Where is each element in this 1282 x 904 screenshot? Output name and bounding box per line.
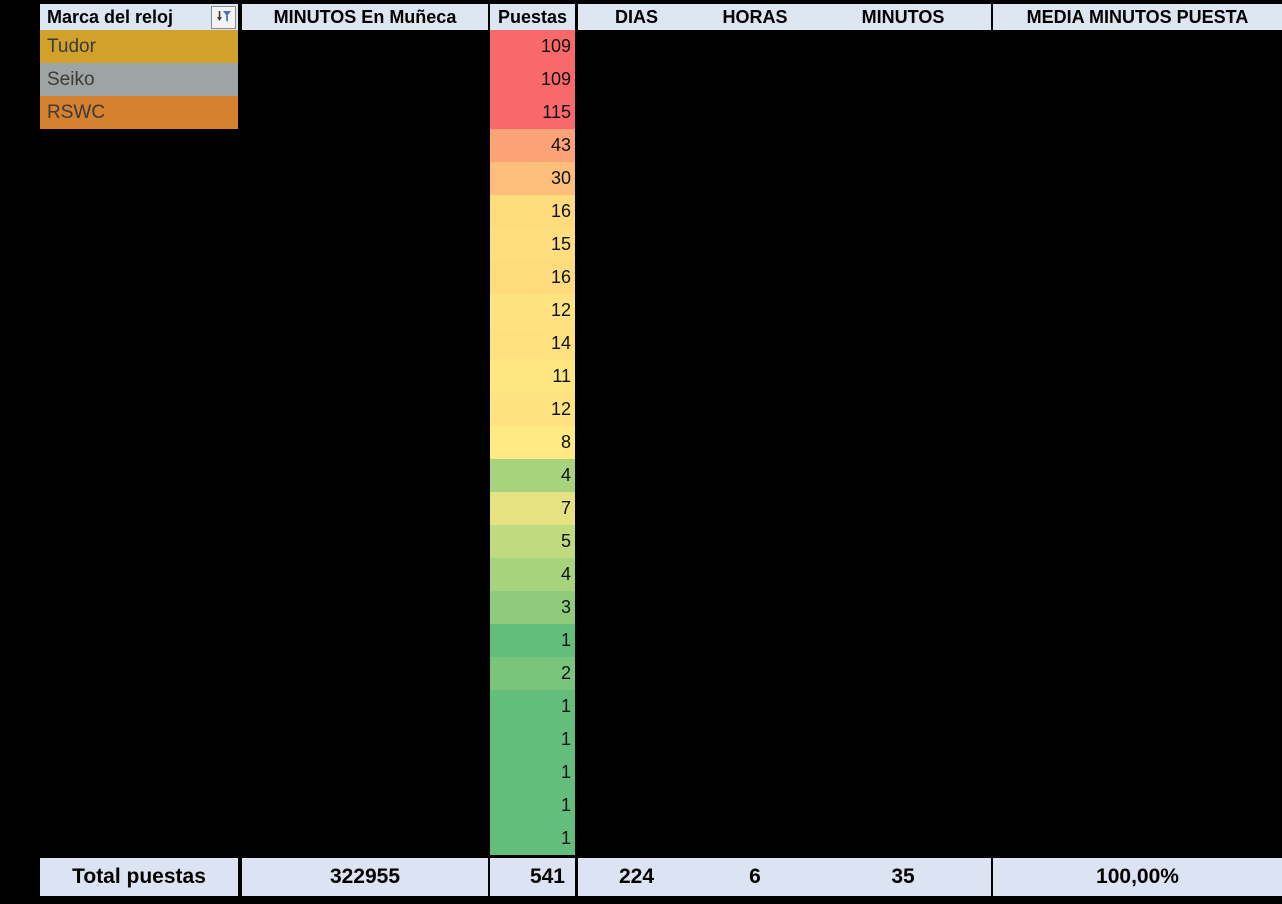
brand-cell[interactable]	[40, 657, 238, 690]
table-row: 432717861	[0, 129, 1282, 162]
header-brand-label: Marca del reloj	[47, 7, 174, 27]
total-minutos[interactable]: 35	[891, 865, 915, 888]
table-row: 3012505	[0, 162, 1282, 195]
table-row: 1110711	[0, 360, 1282, 393]
puestas-cell[interactable]: 12	[490, 393, 575, 426]
brand-cell[interactable]: RSWC	[40, 96, 238, 129]
total-dias[interactable]: 224	[618, 865, 655, 888]
puestas-cell[interactable]: 4	[490, 558, 575, 591]
brand-cell[interactable]	[40, 525, 238, 558]
total-label: Total puestas	[40, 858, 238, 896]
table-row: 713	[0, 492, 1282, 525]
puestas-cell[interactable]: 1	[490, 723, 575, 756]
brand-cell[interactable]	[40, 228, 238, 261]
header-row: Marca del reloj MINUTOS En Muñeca Puesta…	[0, 4, 1282, 30]
puestas-cell[interactable]: 1	[490, 756, 575, 789]
puestas-cell[interactable]: 8	[490, 426, 575, 459]
puestas-cell[interactable]: 1	[490, 789, 575, 822]
header-cell-muneca[interactable]: MINUTOS En Muñeca	[242, 4, 488, 30]
brand-cell[interactable]: Tudor	[40, 30, 238, 63]
total-muneca[interactable]: 322955	[242, 858, 488, 896]
brand-cell[interactable]	[40, 294, 238, 327]
total-dhm: 224 6 35	[578, 858, 991, 896]
table-row: 1235483	[0, 393, 1282, 426]
total-row: Total puestas 322955 541 224 6 35 100,00…	[0, 858, 1282, 896]
puestas-cell[interactable]: 12	[490, 294, 575, 327]
brand-cell[interactable]	[40, 195, 238, 228]
brand-cell[interactable]	[40, 789, 238, 822]
puestas-cell[interactable]: 109	[490, 63, 575, 96]
sort-filter-glyph	[217, 11, 231, 22]
puestas-cell[interactable]: 3	[490, 591, 575, 624]
table-row: 11350830	[0, 624, 1282, 657]
puestas-cell[interactable]: 43	[490, 129, 575, 162]
puestas-cell[interactable]: 5	[490, 525, 575, 558]
puestas-cell[interactable]: 11	[490, 360, 575, 393]
puestas-cell[interactable]: 7	[490, 492, 575, 525]
header-cell-media[interactable]: MEDIA MINUTOS PUESTA	[993, 4, 1282, 30]
total-horas[interactable]: 6	[749, 865, 761, 888]
brand-cell[interactable]	[40, 756, 238, 789]
puestas-cell[interactable]: 16	[490, 261, 575, 294]
puestas-cell[interactable]: 4	[490, 459, 575, 492]
puestas-cell[interactable]: 1	[490, 690, 575, 723]
brand-cell[interactable]	[40, 426, 238, 459]
table-row: 155	[0, 756, 1282, 789]
brand-cell[interactable]	[40, 822, 238, 855]
header-horas-label[interactable]: HORAS	[722, 7, 788, 27]
table-row: RSWC11533416	[0, 96, 1282, 129]
table-row: 211	[0, 657, 1282, 690]
brand-cell[interactable]	[40, 459, 238, 492]
puestas-cell[interactable]: 16	[490, 195, 575, 228]
table-row: 135	[0, 789, 1282, 822]
brand-cell[interactable]	[40, 591, 238, 624]
puestas-cell[interactable]: 15	[490, 228, 575, 261]
puestas-cell[interactable]: 109	[490, 30, 575, 63]
brand-cell[interactable]	[40, 327, 238, 360]
rows: Tudor109807405640741Seiko10942555RSWC115…	[0, 30, 1282, 855]
table-row: Seiko10942555	[0, 63, 1282, 96]
table-row: 555	[0, 525, 1282, 558]
table-row: 818495	[0, 426, 1282, 459]
brand-cell[interactable]	[40, 624, 238, 657]
brand-cell[interactable]	[40, 360, 238, 393]
brand-cell[interactable]	[40, 492, 238, 525]
table-row: 41840640	[0, 459, 1282, 492]
header-dias-label[interactable]: DIAS	[614, 7, 658, 27]
table-row: 320414	[0, 591, 1282, 624]
table-row: 135	[0, 690, 1282, 723]
puestas-cell[interactable]: 2	[490, 657, 575, 690]
table-row: 1640651	[0, 261, 1282, 294]
brand-cell[interactable]	[40, 690, 238, 723]
table-row: 141140564	[0, 327, 1282, 360]
header-minutos-label[interactable]: MINUTOS	[861, 7, 945, 27]
table-row: 1	[0, 822, 1282, 855]
table-row: 423	[0, 558, 1282, 591]
table-row: Tudor109807405640741	[0, 30, 1282, 63]
table-row: 152235762	[0, 228, 1282, 261]
total-puestas[interactable]: 541	[490, 858, 575, 896]
brand-cell[interactable]: Seiko	[40, 63, 238, 96]
header-cell-dhm: DIAS HORAS MINUTOS	[578, 4, 991, 30]
sort-filter-icon[interactable]	[211, 5, 236, 29]
table-row: 161855881	[0, 195, 1282, 228]
brand-cell[interactable]	[40, 129, 238, 162]
header-cell-puestas[interactable]: Puestas	[490, 4, 575, 30]
brand-cell[interactable]	[40, 261, 238, 294]
puestas-cell[interactable]: 115	[490, 96, 575, 129]
header-cell-brand[interactable]: Marca del reloj	[40, 4, 238, 30]
puestas-cell[interactable]: 30	[490, 162, 575, 195]
brand-cell[interactable]	[40, 393, 238, 426]
brand-cell[interactable]	[40, 162, 238, 195]
table-row: 1	[0, 723, 1282, 756]
brand-cell[interactable]	[40, 558, 238, 591]
puestas-cell[interactable]: 1	[490, 822, 575, 855]
table-row: 12727	[0, 294, 1282, 327]
puestas-cell[interactable]: 14	[490, 327, 575, 360]
brand-cell[interactable]	[40, 723, 238, 756]
puestas-cell[interactable]: 1	[490, 624, 575, 657]
total-media[interactable]: 100,00%	[993, 858, 1282, 896]
